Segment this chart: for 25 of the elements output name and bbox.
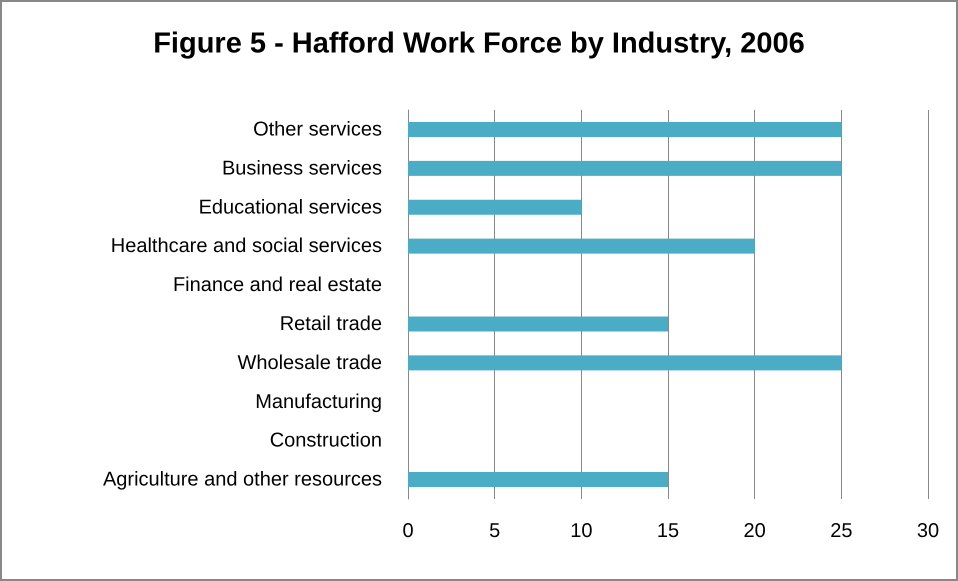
y-tick-label: Construction [270, 430, 382, 452]
y-tick-label: Healthcare and social services [110, 235, 382, 258]
bar [408, 316, 668, 332]
x-tick-label: 10 [570, 520, 592, 542]
bar [408, 160, 842, 176]
x-tick-label: 5 [489, 520, 500, 542]
y-tick-label: Manufacturing [255, 390, 382, 413]
x-tick-label: 30 [916, 520, 940, 542]
y-tick-label: Educational services [198, 196, 382, 218]
bar [408, 238, 755, 254]
x-tick-label: 20 [744, 520, 766, 542]
bar [408, 355, 842, 370]
y-tick-label: Other services [253, 118, 382, 140]
chart-title: Figure 5 - Hafford Work Force by Industry, 2006 [153, 28, 805, 60]
bar [408, 472, 668, 488]
bar [408, 200, 582, 215]
bar [408, 122, 842, 137]
x-tick-label: 0 [402, 520, 414, 542]
y-tick-label: Finance and real estate [172, 274, 382, 296]
x-tick-label: 25 [830, 520, 852, 542]
y-tick-label: Business services [222, 157, 382, 180]
x-tick-label: 15 [656, 520, 680, 542]
y-tick-label: Retail trade [280, 312, 382, 335]
y-tick-label: Wholesale trade [237, 352, 382, 374]
y-tick-label: Agriculture and other resources [102, 468, 382, 491]
